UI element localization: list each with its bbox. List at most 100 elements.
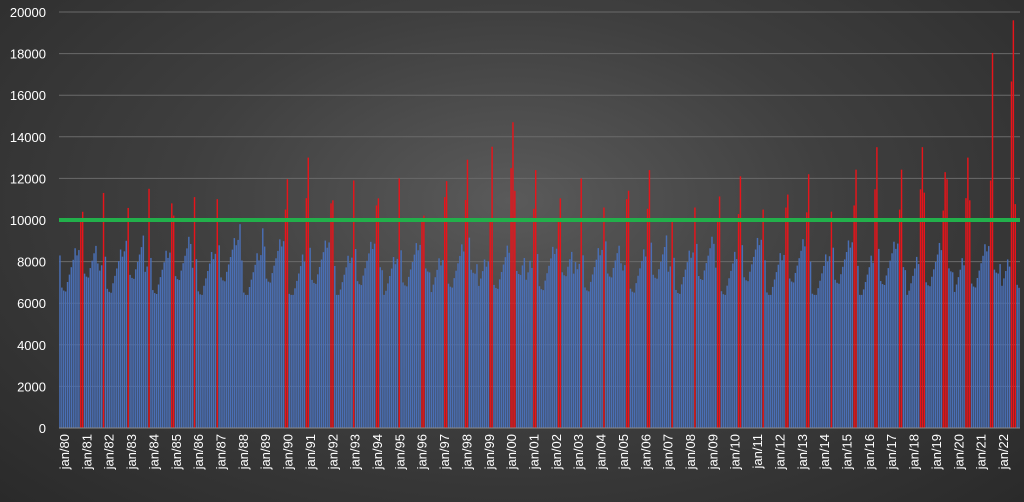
bar (440, 265, 442, 428)
bar (491, 146, 493, 428)
bar (64, 291, 67, 428)
bar (961, 258, 963, 428)
y-tick-label: 18000 (10, 47, 46, 62)
x-tick-label: jan/22 (996, 434, 1011, 470)
bar (265, 278, 268, 428)
bar (1016, 284, 1018, 428)
bar (1003, 278, 1005, 428)
bar (301, 254, 304, 428)
bar (72, 259, 74, 428)
bar (614, 260, 617, 428)
bar (836, 282, 838, 428)
bar (474, 273, 476, 428)
bar (931, 276, 933, 428)
bar (650, 242, 653, 428)
bar (766, 292, 768, 428)
bar (220, 277, 222, 428)
bar (679, 293, 681, 428)
bar (313, 282, 315, 428)
bar (144, 271, 146, 428)
bar (925, 282, 927, 428)
bar (972, 286, 975, 428)
bar (337, 294, 340, 428)
bar (99, 270, 101, 428)
bar (347, 255, 349, 428)
bar (159, 277, 162, 428)
bar (432, 284, 435, 428)
x-tick-label: jan/80 (57, 434, 72, 470)
bar (136, 261, 139, 428)
bar (915, 256, 918, 428)
x-tick-label: jan/98 (459, 434, 474, 470)
x-tick-label: jan/97 (437, 434, 452, 470)
bar (897, 243, 899, 428)
bar (311, 279, 313, 428)
bar (627, 190, 630, 428)
bar (462, 251, 465, 428)
bar (59, 255, 61, 428)
bar (739, 176, 742, 428)
bar (864, 282, 867, 428)
bar (677, 292, 679, 428)
x-tick-label: jan/91 (303, 434, 318, 470)
bar (63, 290, 65, 428)
bar (701, 279, 704, 428)
bar (250, 279, 253, 428)
bar (758, 245, 761, 428)
bar (267, 281, 270, 428)
bar (976, 277, 979, 428)
bar (722, 294, 725, 428)
bar (648, 170, 651, 428)
bar (390, 268, 393, 428)
bar (870, 255, 872, 428)
y-tick-label: 10000 (10, 213, 46, 228)
bar (207, 270, 209, 428)
bar (208, 263, 211, 428)
bar (684, 269, 687, 428)
bar (167, 257, 169, 428)
bar (480, 278, 482, 428)
bar (186, 248, 188, 428)
x-tick-label: jan/18 (907, 434, 922, 470)
bar (794, 272, 797, 428)
bar (1005, 270, 1007, 428)
bar (625, 199, 628, 428)
bar (258, 260, 260, 428)
bar (409, 269, 412, 428)
bar (696, 243, 698, 428)
bar (997, 273, 999, 428)
bar (1010, 81, 1013, 429)
bar (663, 246, 666, 428)
bar (845, 252, 848, 428)
bar (811, 293, 814, 428)
bar (154, 293, 156, 428)
bar (734, 251, 736, 428)
bar (135, 269, 137, 428)
bar (296, 280, 298, 428)
bar (307, 157, 309, 428)
bar (516, 270, 518, 428)
bar (527, 272, 529, 428)
bar (809, 261, 812, 428)
bar (133, 278, 135, 428)
bar (787, 194, 789, 428)
bar (309, 247, 311, 428)
bar (900, 169, 903, 428)
bar (923, 192, 925, 428)
bar (502, 264, 505, 428)
bar (362, 275, 364, 428)
bar (364, 268, 366, 428)
bar (1018, 287, 1020, 428)
bar (589, 281, 592, 428)
bar (546, 273, 548, 428)
x-tick-label: jan/12 (772, 434, 787, 470)
bar (891, 253, 893, 428)
bar (210, 252, 213, 428)
bar (100, 265, 103, 428)
bar (986, 251, 988, 428)
bar (715, 267, 717, 428)
bar (280, 246, 283, 428)
bar (394, 264, 397, 428)
bar (423, 215, 425, 428)
